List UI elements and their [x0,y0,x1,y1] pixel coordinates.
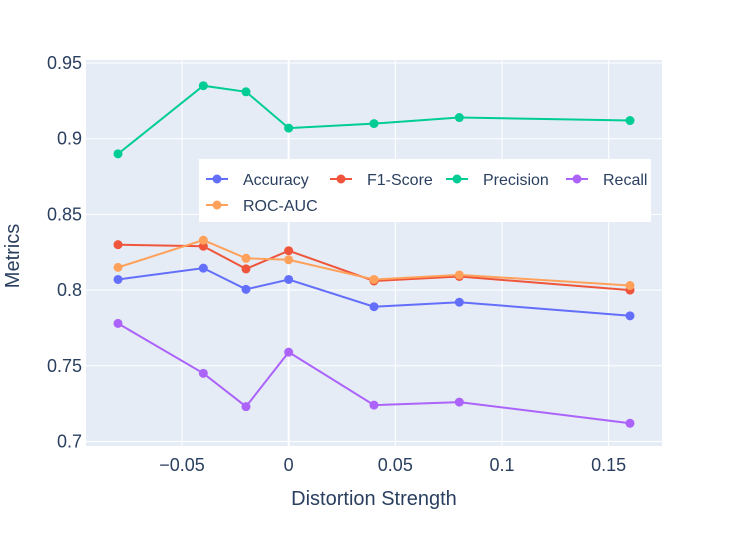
legend: Accuracy F1-Score Precision Recall ROC-AUC [199,159,651,222]
y-tick-label: 0.8 [57,280,82,300]
legend-item-recall: Recall [566,172,647,189]
x-tick-label: −0.05 [159,455,205,475]
y-tick-labels: 0.7 0.75 0.8 0.85 0.9 0.95 [47,53,82,451]
data-point-f1-score [284,246,294,256]
data-point-roc-auc [454,270,464,280]
legend-label: F1-Score [367,172,433,189]
x-tick-label: 0.1 [489,455,514,475]
series-roc-auc [113,235,635,291]
data-point-recall [284,347,294,357]
y-tick-label: 0.75 [47,356,82,376]
legend-marker [452,174,462,184]
data-point-accuracy [625,311,635,321]
legend-marker [336,174,346,184]
data-point-roc-auc [198,235,208,245]
data-point-precision [198,81,208,91]
y-tick-label: 0.95 [47,53,82,73]
y-tick-label: 0.85 [47,204,82,224]
y-axis-title: Metrics [2,224,24,288]
x-tick-label: 0.15 [591,455,626,475]
data-point-roc-auc [113,262,123,272]
data-point-precision [369,119,379,129]
y-tick-label: 0.7 [57,431,82,451]
legend-label: ROC-AUC [243,198,318,215]
data-point-recall [241,402,251,412]
legend-marker [572,174,582,184]
x-tick-label: 0.05 [378,455,413,475]
data-point-accuracy [369,302,379,312]
legend-item-precision: Precision [446,172,549,189]
data-point-recall [454,397,464,407]
legend-item-accuracy: Accuracy [206,172,309,189]
data-point-accuracy [284,274,294,284]
legend-marker [212,200,222,210]
data-point-precision [454,113,464,123]
legend-label: Accuracy [243,172,309,189]
data-point-roc-auc [369,274,379,284]
series-precision [113,81,635,159]
data-point-accuracy [113,274,123,284]
x-tick-label: 0 [284,455,294,475]
data-point-accuracy [241,284,251,294]
data-point-recall [113,318,123,328]
data-point-precision [625,116,635,126]
data-point-f1-score [241,264,251,274]
y-tick-label: 0.9 [57,129,82,149]
data-point-roc-auc [284,255,294,265]
data-point-f1-score [113,240,123,250]
legend-box [199,159,651,222]
data-point-precision [241,87,251,97]
data-point-roc-auc [241,253,251,263]
series-layer [113,81,635,428]
data-point-precision [284,123,294,133]
data-point-recall [198,368,208,378]
series-accuracy [113,263,635,321]
legend-item-roc-auc: ROC-AUC [206,198,318,215]
legend-label: Recall [603,172,647,189]
x-tick-labels: −0.05 0 0.05 0.1 0.15 [159,455,626,475]
data-point-precision [113,149,123,159]
data-point-accuracy [198,263,208,273]
x-axis-title: Distortion Strength [291,488,457,510]
data-point-recall [369,400,379,410]
data-point-roc-auc [625,281,635,291]
plot-background [86,60,662,446]
series-recall [113,318,635,428]
data-point-recall [625,418,635,428]
legend-marker [212,174,222,184]
legend-label: Precision [483,172,549,189]
legend-item-f1-score: F1-Score [330,172,433,189]
data-point-accuracy [454,297,464,307]
